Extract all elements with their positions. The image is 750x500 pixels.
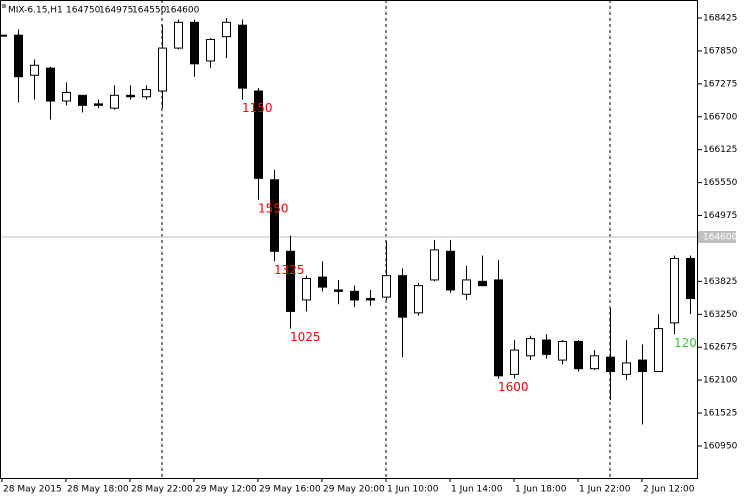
annotation: 1600: [498, 380, 529, 394]
candle-body: [270, 179, 279, 252]
plot-frame: [0, 0, 698, 479]
candle-body: [222, 21, 231, 38]
x-tick-label: 29 May 16:00: [259, 485, 321, 495]
annotation: 1150: [242, 101, 273, 115]
candle-body: [206, 38, 215, 62]
candles: [0, 18, 698, 425]
candle-body: [142, 89, 151, 98]
candle-body: [238, 24, 247, 89]
x-tick-label: 28 May 2015: [3, 485, 62, 495]
candle-body: [574, 340, 583, 370]
candle-body: [462, 279, 471, 295]
header-close: 164600: [165, 6, 200, 16]
x-tick-label: 29 May 12:00: [195, 485, 257, 495]
y-tick-label: 166125: [703, 145, 737, 155]
y-tick-label: 166700: [703, 112, 738, 122]
candle-body: [30, 64, 39, 76]
candle-body: [622, 362, 631, 375]
annotation: 1325: [274, 263, 305, 277]
y-tick-label: 168425: [703, 14, 737, 24]
y-tick-label: 160950: [703, 441, 738, 451]
candle-body: [110, 94, 119, 109]
candle-body: [46, 67, 55, 102]
candle-body: [430, 249, 439, 281]
candle-body: [494, 279, 503, 377]
candle-body: [590, 355, 599, 370]
header: MIX-6.15,H1 164750 164975 164550 164600: [2, 4, 200, 16]
candle-body: [350, 290, 359, 301]
candle-body: [302, 277, 311, 301]
symbol: MIX-6.15,H1: [8, 6, 63, 16]
candle-body: [542, 339, 551, 355]
candle-body: [638, 359, 647, 373]
annotation: 120: [674, 336, 697, 350]
y-tick-label: 162675: [703, 343, 737, 353]
header-low: 164550: [132, 6, 167, 16]
x-tick-label: 1 Jun 18:00: [515, 485, 567, 495]
candle-body: [62, 91, 71, 102]
header-high: 164975: [99, 6, 133, 16]
candle-body: [126, 94, 135, 98]
candle-body: [286, 250, 295, 312]
candle-body: [558, 340, 567, 361]
candle-body: [158, 47, 167, 92]
candle-body: [686, 257, 695, 300]
x-tick-label: 1 Jun 22:00: [579, 485, 631, 495]
candle-body: [382, 275, 391, 298]
y-tick-label: 163825: [703, 277, 737, 287]
candle-body: [366, 298, 375, 301]
candle-body: [318, 276, 327, 288]
candle-body: [334, 289, 343, 292]
y-tick-label: 167275: [703, 79, 737, 89]
candle-body: [398, 275, 407, 318]
x-tick-label: 2 Jun 12:00: [643, 485, 695, 495]
candle-body: [174, 21, 183, 49]
y-tick-label: 161525: [703, 409, 737, 419]
candle-body: [654, 328, 663, 373]
y-tick-label: 164975: [703, 211, 737, 221]
candle-body: [94, 103, 103, 106]
candle-body: [478, 280, 487, 287]
current-price-label: 164600: [703, 232, 738, 242]
y-tick-label: 167850: [703, 46, 738, 56]
annotation: 1550: [258, 201, 289, 215]
candle-body: [254, 90, 263, 179]
x-tick-label: 28 May 22:00: [131, 485, 193, 495]
candle-body: [0, 34, 7, 37]
candle-body: [510, 349, 519, 375]
header-icon: [2, 4, 6, 8]
x-tick-label: 29 May 20:00: [323, 485, 385, 495]
annotation: 1025: [290, 330, 321, 344]
x-tick-label: 28 May 18:00: [67, 485, 129, 495]
candle-body: [414, 285, 423, 314]
candle-body: [446, 250, 455, 291]
x-tick-label: 1 Jun 10:00: [387, 485, 439, 495]
x-tick-label: 1 Jun 14:00: [451, 485, 503, 495]
header-open: 164750: [66, 6, 101, 16]
y-tick-label: 165550: [703, 178, 738, 188]
candle-body: [670, 257, 679, 324]
candle-body: [190, 21, 199, 65]
candle-body: [526, 338, 535, 357]
current-price-box: [698, 230, 736, 243]
y-tick-label: 162100: [703, 376, 738, 386]
candle-body: [606, 356, 615, 373]
candle-body: [78, 94, 87, 106]
y-tick-label: 163250: [703, 310, 738, 320]
candle-body: [14, 34, 23, 78]
